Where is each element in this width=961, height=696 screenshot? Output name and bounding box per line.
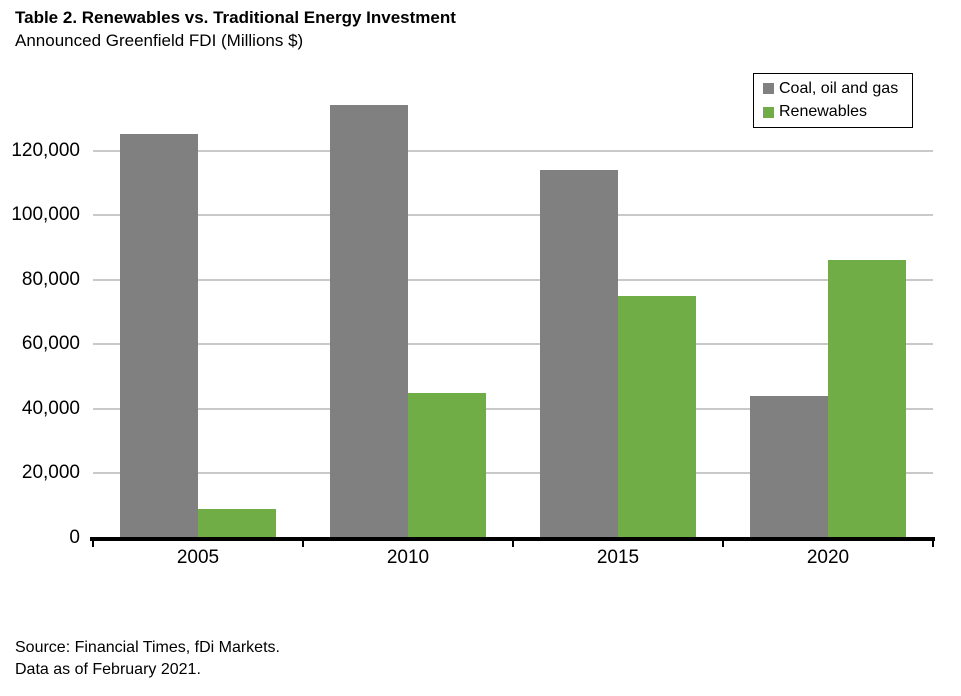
y-axis-tick-label: 120,000 [11, 139, 80, 161]
bar-2015-coal-oil-and-gas [540, 169, 618, 538]
legend-swatch-icon [763, 83, 774, 95]
legend-swatch-icon [763, 106, 774, 118]
y-axis-tick-label: 80,000 [21, 268, 80, 290]
bar-2020-renewables [828, 260, 906, 538]
gridline [93, 278, 933, 281]
x-axis-tick [932, 541, 934, 547]
x-axis-category-label: 2010 [386, 547, 430, 568]
y-axis-tick-label: 40,000 [21, 397, 80, 419]
x-axis-tick [512, 541, 514, 547]
x-axis-category-label: 2020 [806, 547, 850, 568]
y-axis-tick-label: 20,000 [21, 462, 80, 484]
x-axis-tick [302, 541, 304, 547]
legend-item-coal-oil-and-gas: Coal, oil and gas [763, 80, 912, 98]
y-axis-tick-label: 100,000 [11, 204, 80, 226]
bar-2020-coal-oil-and-gas [750, 395, 828, 538]
source-note: Source: Financial Times, fDi Markets. Da… [15, 637, 280, 681]
gridline [93, 343, 933, 346]
y-axis-tick-label: 60,000 [21, 333, 80, 355]
bar-2005-coal-oil-and-gas [120, 134, 198, 538]
gridline [93, 149, 933, 152]
legend-item-renewables: Renewables [763, 103, 912, 121]
x-axis-category-label: 2005 [176, 547, 220, 568]
bar-2010-renewables [408, 392, 486, 538]
x-axis-tick [92, 541, 94, 547]
bar-2010-coal-oil-and-gas [330, 105, 408, 538]
x-axis-category-label: 2015 [596, 547, 640, 568]
y-axis-tick-label: 0 [69, 527, 80, 548]
source-line: Source: Financial Times, fDi Markets. [15, 639, 280, 656]
gridline [93, 472, 933, 475]
legend-label: Renewables [779, 103, 868, 121]
gridline [93, 214, 933, 217]
legend: Coal, oil and gas Renewables [753, 73, 913, 128]
asof-line: Data as of February 2021. [15, 661, 201, 678]
chart-subtitle: Announced Greenfield FDI (Millions $) [15, 31, 304, 50]
legend-label: Coal, oil and gas [779, 79, 899, 97]
bar-2015-renewables [618, 295, 696, 538]
x-axis-tick [722, 541, 724, 547]
x-axis-line [90, 537, 935, 541]
chart-title: Table 2. Renewables vs. Traditional Ener… [15, 8, 456, 27]
gridline [93, 407, 933, 410]
bar-2005-renewables [198, 508, 276, 538]
